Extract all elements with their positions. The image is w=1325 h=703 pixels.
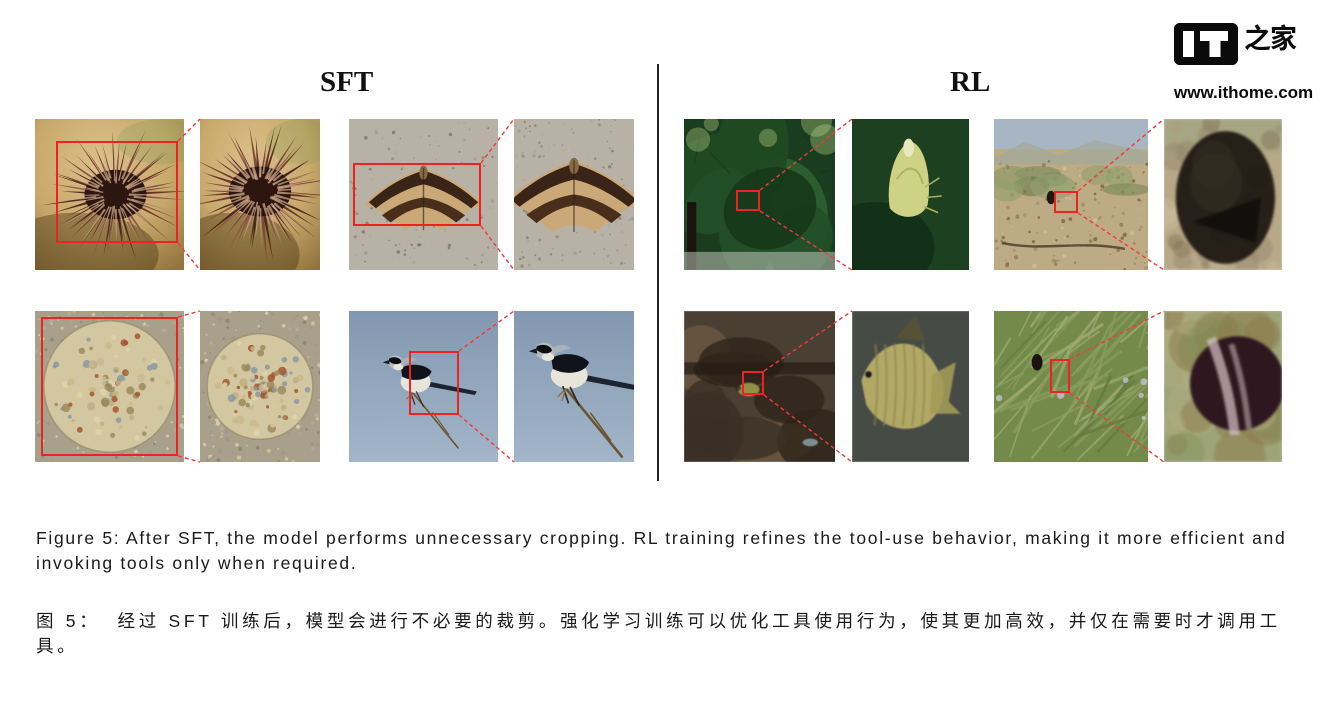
svg-text:之家: 之家 <box>1244 18 1297 56</box>
